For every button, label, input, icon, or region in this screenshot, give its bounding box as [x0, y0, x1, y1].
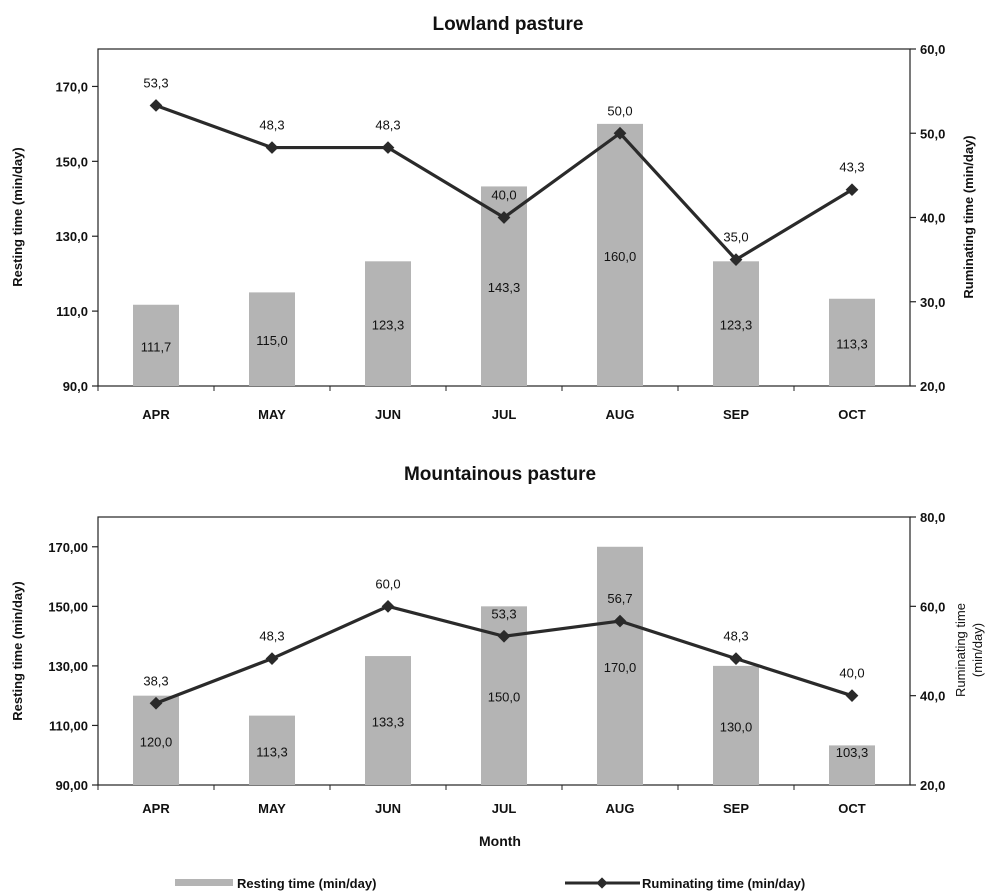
bar [365, 656, 411, 785]
line-value-label: 50,0 [607, 103, 632, 118]
x-tick-label: AUG [606, 407, 635, 422]
x-tick-label: JUN [375, 407, 401, 422]
y-tick-label: 110,00 [49, 718, 88, 733]
line-point [729, 652, 743, 665]
bar [829, 298, 875, 386]
bar-value-label: 115,0 [256, 333, 288, 348]
line-point [265, 652, 279, 665]
bar-value-label: 143,3 [488, 280, 521, 295]
y2-tick-label: 40,0 [920, 689, 945, 704]
legend: Resting time (min/day) Ruminating time (… [175, 876, 805, 891]
line-point [381, 599, 395, 613]
bar-value-label: 123,3 [720, 318, 753, 333]
y-tick-label: 110,0 [56, 304, 88, 319]
x-tick-label: OCT [838, 801, 866, 816]
legend-marker [596, 877, 608, 889]
bar [597, 123, 643, 386]
y2-tick-label: 20,0 [920, 379, 945, 394]
y-tick-label: 170,00 [48, 540, 88, 555]
x-tick-label: SEP [723, 801, 749, 816]
y-tick-label: 130,0 [55, 229, 88, 244]
y2-tick-label: 50,0 [920, 126, 945, 141]
chart-title: Mountainous pasture [404, 464, 596, 485]
y-axis-label: Resting time (min/day) [10, 581, 25, 720]
line-value-label: 40,0 [491, 188, 516, 203]
y2-tick-label: 40,0 [920, 211, 945, 226]
line-value-label: 40,0 [839, 666, 864, 681]
bar-value-label: 160,0 [604, 249, 637, 264]
line-point [845, 689, 859, 703]
chart-title: Lowland pasture [433, 14, 584, 35]
mountainous-pasture-chart: Mountainous pasture Resting time (min/da… [10, 464, 985, 849]
line-point [149, 99, 163, 112]
line-value-label: 35,0 [723, 230, 748, 245]
bar-value-label: 133,3 [372, 715, 405, 730]
bar-value-label: 113,3 [256, 744, 288, 759]
bar-value-label: 130,0 [720, 719, 753, 734]
y-tick-label: 150,00 [48, 599, 88, 614]
bar [365, 261, 411, 386]
line-value-label: 48,3 [723, 629, 748, 644]
bar-value-label: 150,0 [488, 690, 521, 705]
line-value-label: 43,3 [839, 160, 864, 175]
x-tick-label: SEP [723, 407, 749, 422]
bar-value-label: 103,3 [836, 745, 869, 760]
y2-tick-label: 80,0 [920, 510, 945, 525]
y-tick-label: 150,0 [55, 154, 88, 169]
y-tick-label: 90,0 [63, 379, 88, 394]
y2-tick-label: 60,0 [920, 42, 945, 57]
line-value-label: 53,3 [143, 75, 168, 90]
x-tick-label: JUL [492, 801, 517, 816]
bar [713, 665, 759, 785]
x-tick-label: OCT [838, 407, 866, 422]
bar [829, 745, 875, 785]
bar-value-label: 113,3 [836, 336, 868, 351]
y2-axis-label-line-2: (min/day) [970, 623, 985, 677]
x-axis-label: Month [479, 833, 521, 849]
line-value-label: 48,3 [259, 629, 284, 644]
bar-value-label: 120,0 [140, 734, 173, 749]
y2-tick-label: 30,0 [920, 295, 945, 310]
bar-value-label: 170,0 [604, 660, 637, 675]
bar [713, 261, 759, 386]
bar-value-label: 111,7 [141, 339, 172, 354]
y-axis-label: Resting time (min/day) [10, 147, 25, 286]
x-tick-label: MAY [258, 801, 286, 816]
bar [133, 304, 179, 386]
bar-value-label: 123,3 [372, 318, 405, 333]
line-point [497, 211, 511, 224]
x-tick-label: MAY [258, 407, 286, 422]
bar [249, 292, 295, 386]
x-tick-label: JUL [492, 407, 517, 422]
line-value-label: 53,3 [491, 606, 516, 621]
bar [597, 546, 643, 785]
line-point [265, 141, 279, 154]
legend-bar-swatch [175, 879, 233, 886]
bar [249, 715, 295, 785]
line-value-label: 56,7 [607, 591, 632, 606]
x-tick-label: JUN [375, 801, 401, 816]
y2-axis-label-line-1: Ruminating time [953, 603, 968, 697]
y-tick-label: 170,0 [55, 79, 88, 94]
line-value-label: 60,0 [375, 576, 400, 591]
line-point [381, 141, 395, 154]
lowland-pasture-chart: Lowland pasture Resting time (min/day) R… [10, 14, 976, 422]
y2-axis-label: Ruminating time (min/day) [961, 135, 976, 298]
legend-label-resting: Resting time (min/day) [237, 876, 376, 891]
legend-label-ruminating: Ruminating time (min/day) [642, 876, 805, 891]
line-value-label: 48,3 [259, 118, 284, 133]
x-tick-label: APR [142, 801, 170, 816]
x-tick-label: AUG [606, 801, 635, 816]
bar [133, 695, 179, 785]
line-value-label: 38,3 [143, 673, 168, 688]
y-tick-label: 90,00 [55, 778, 88, 793]
y-tick-label: 130,00 [48, 659, 88, 674]
line-value-label: 48,3 [375, 118, 400, 133]
x-tick-label: APR [142, 407, 170, 422]
y2-tick-label: 20,0 [920, 778, 945, 793]
y2-tick-label: 60,0 [920, 599, 945, 614]
